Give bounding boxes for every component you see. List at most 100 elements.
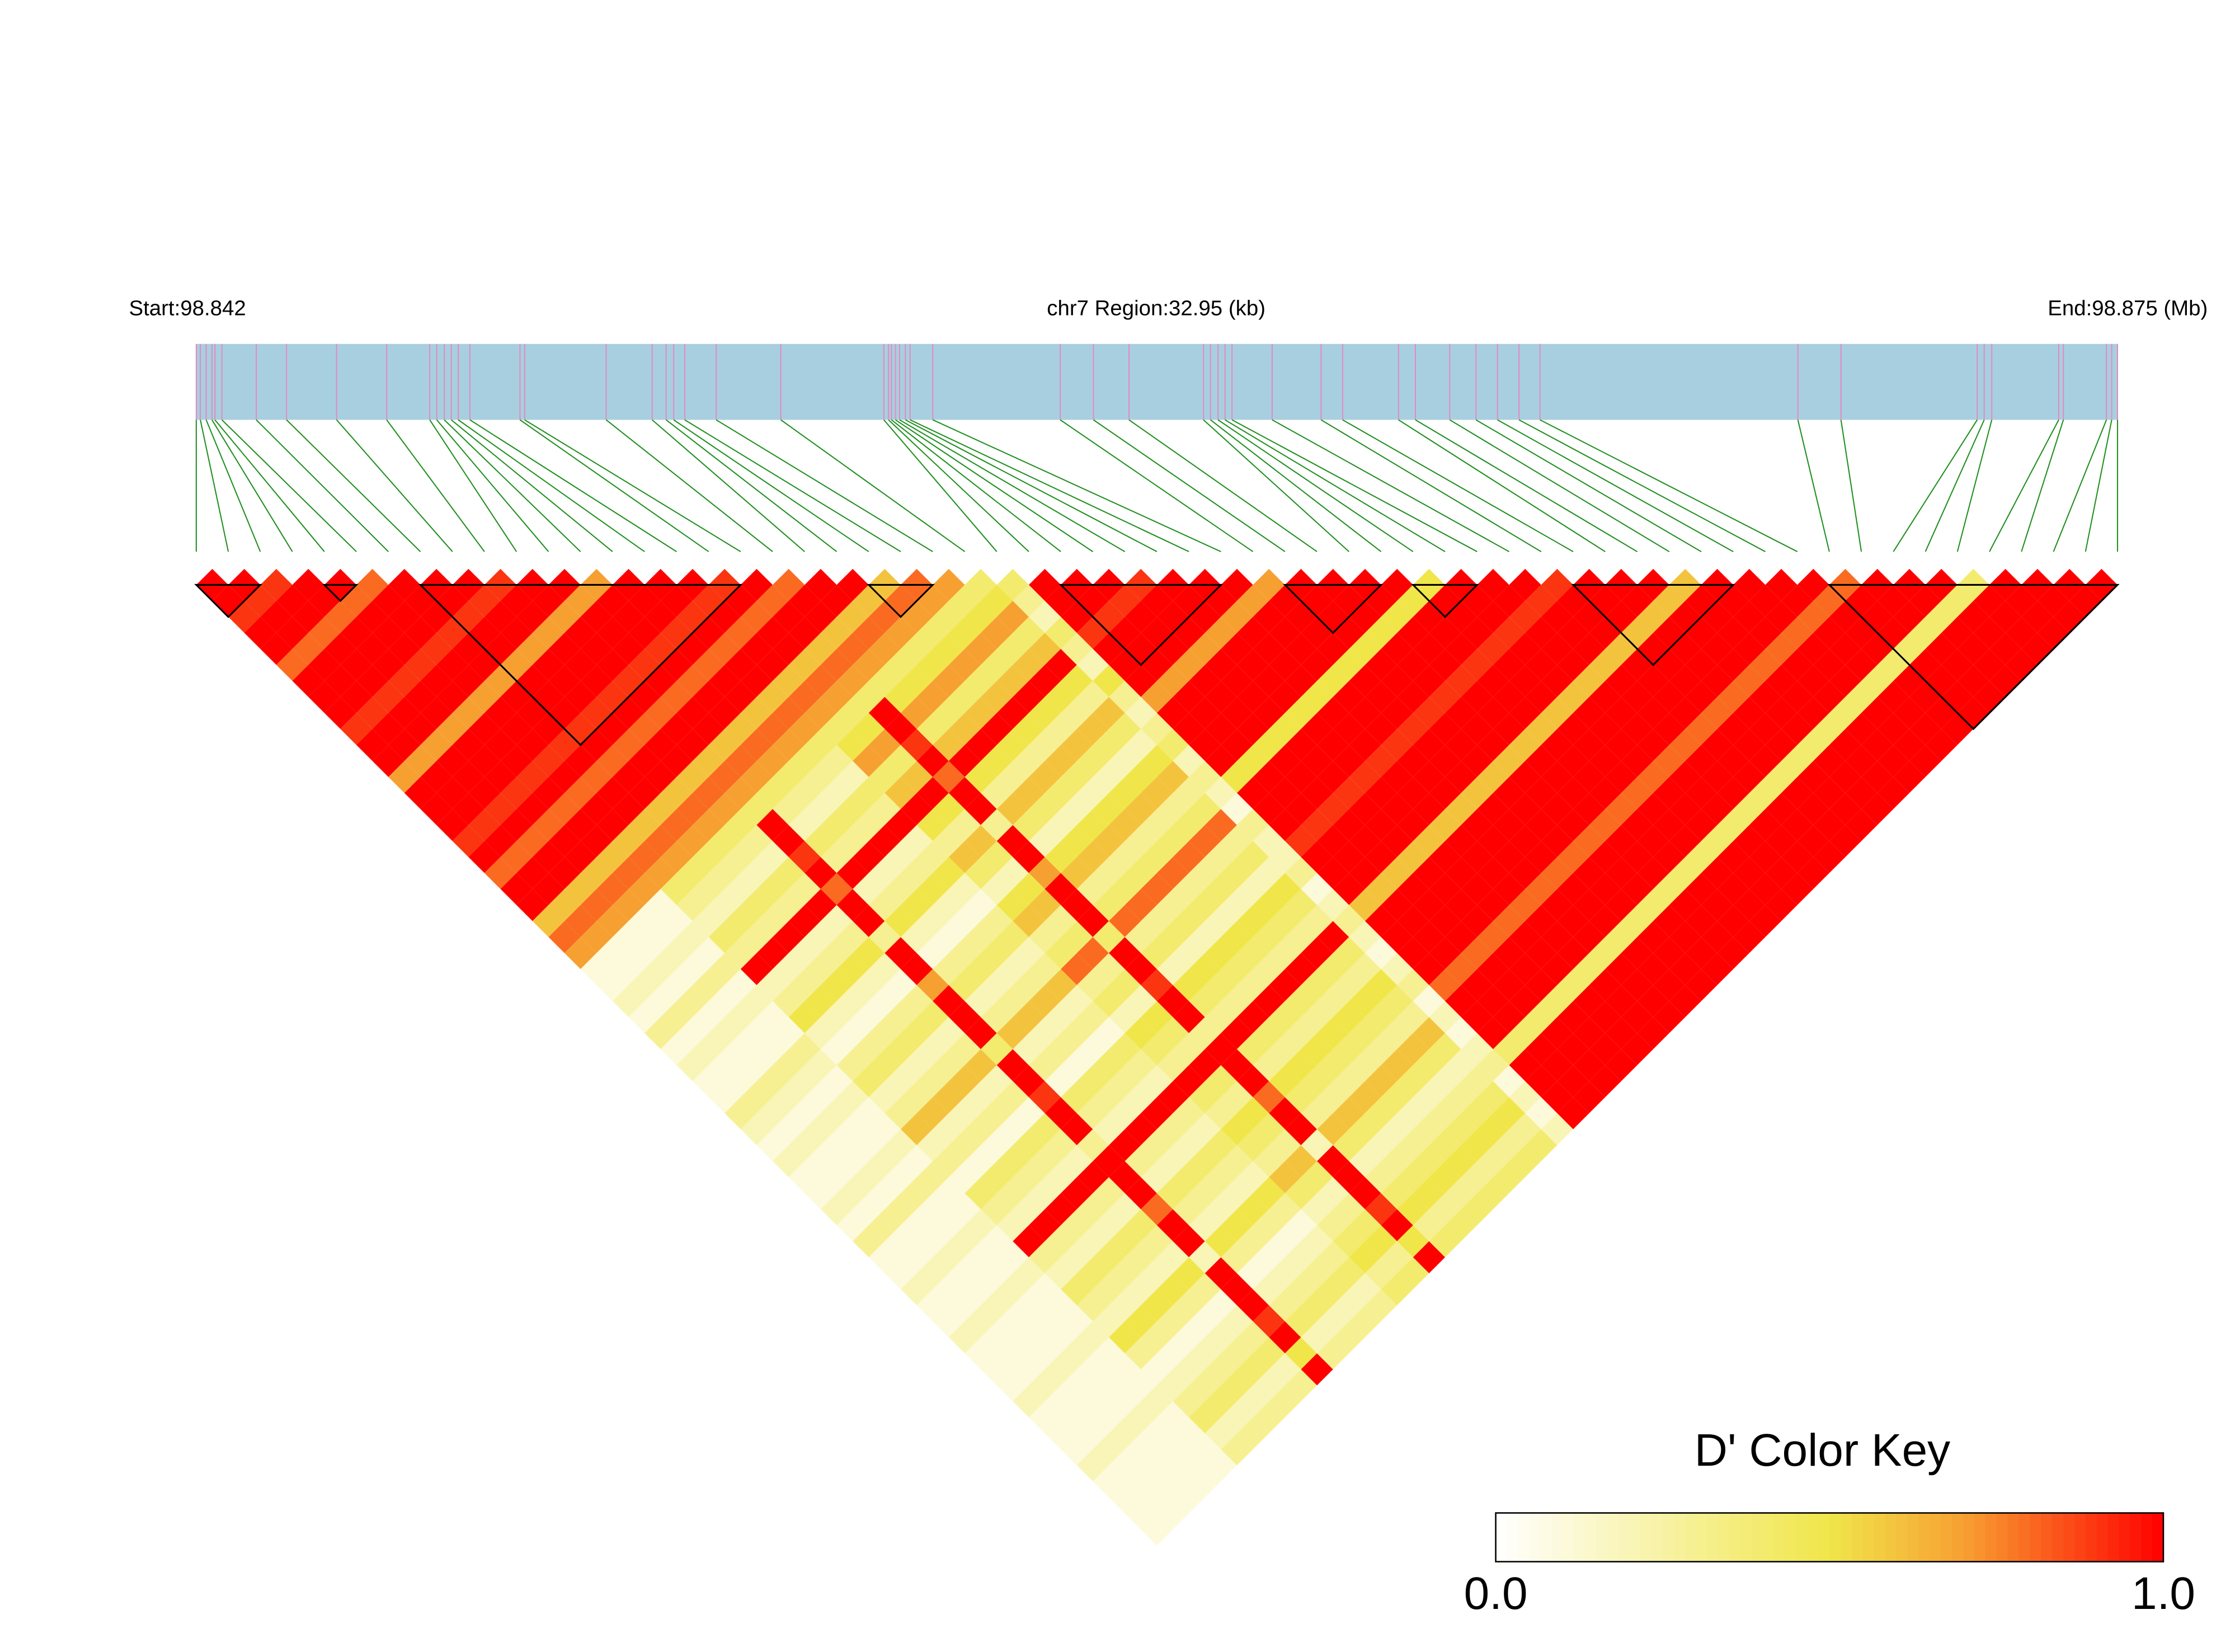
ld-cell xyxy=(1141,1385,1173,1418)
ld-cell xyxy=(773,1113,805,1146)
ld-cell xyxy=(1109,1481,1141,1514)
ld-cell xyxy=(1445,665,1478,697)
ld-cell xyxy=(1284,1305,1318,1338)
ld-cell xyxy=(1284,665,1318,697)
ld-cell xyxy=(1173,1097,1205,1129)
ld-cell xyxy=(1173,937,1205,969)
ld-cell xyxy=(1141,1449,1173,1482)
ld-cell xyxy=(1541,856,1573,889)
color-key-step xyxy=(1718,1513,1730,1562)
ld-cell xyxy=(1381,728,1413,761)
color-key-step xyxy=(2141,1513,2153,1562)
color-key-step xyxy=(1930,1513,1942,1562)
ld-cell xyxy=(1589,1065,1621,1098)
snp-connector xyxy=(336,419,453,552)
ld-cell xyxy=(1221,1241,1253,1274)
ld-cell xyxy=(612,825,645,857)
ld-cell xyxy=(1189,1049,1221,1081)
ld-cell xyxy=(1333,745,1365,777)
ld-block xyxy=(1411,583,1479,618)
snp-connector xyxy=(1093,419,1286,552)
ld-cell xyxy=(1093,793,1125,825)
ld-block xyxy=(1827,583,2120,731)
ld-cell xyxy=(933,728,965,761)
ld-cell xyxy=(1253,793,1285,825)
ld-cell xyxy=(452,728,484,761)
ld-cell xyxy=(468,841,501,873)
ld-cell xyxy=(516,793,549,825)
ld-cell xyxy=(1253,1017,1285,1049)
ld-cell xyxy=(1349,889,1381,921)
ld-cell xyxy=(1093,1337,1125,1369)
ld-cell xyxy=(1541,889,1573,921)
ld-cell xyxy=(356,601,389,633)
ld-cell xyxy=(420,728,453,761)
ld-cell xyxy=(1141,648,1173,681)
ld-cell xyxy=(1173,1033,1205,1065)
ld-cell xyxy=(836,1209,869,1241)
ld-cell xyxy=(1477,856,1509,889)
ld-cell xyxy=(1253,1177,1285,1209)
ld-cell xyxy=(1141,1225,1173,1258)
ld-cell xyxy=(1717,585,1749,617)
color-key-step xyxy=(1495,1513,1508,1562)
ld-cell xyxy=(1733,856,1766,889)
ld-cell xyxy=(1381,953,1413,985)
ld-cell xyxy=(1333,841,1365,873)
ld-cell xyxy=(1109,1097,1141,1129)
ld-cell xyxy=(1189,1177,1221,1209)
ld-cell xyxy=(1141,937,1173,969)
ld-cell xyxy=(1204,1001,1238,1033)
ld-cell xyxy=(788,1001,821,1033)
ld-cell xyxy=(1861,728,1894,761)
ld-cell xyxy=(1413,953,1446,985)
ld-cell xyxy=(1477,1113,1509,1146)
snp-connector xyxy=(458,419,645,552)
ld-cell xyxy=(1589,776,1621,809)
ld-cell xyxy=(1333,1321,1365,1354)
ld-cell xyxy=(1317,1049,1349,1081)
ld-cell xyxy=(820,776,853,809)
ld-cell xyxy=(1204,905,1238,938)
ld-cell xyxy=(996,1145,1029,1178)
ld-cell xyxy=(1381,1145,1413,1178)
ld-cell xyxy=(1204,776,1238,809)
ld-cell xyxy=(1253,696,1285,729)
ld-cell xyxy=(1589,1001,1621,1033)
ld-cell xyxy=(1093,728,1125,761)
ld-cell xyxy=(1109,1321,1141,1354)
ld-cell xyxy=(1509,793,1541,825)
snp-connector xyxy=(211,419,293,552)
ld-cell xyxy=(853,1033,885,1065)
ld-cell xyxy=(1717,648,1749,681)
ld-cell xyxy=(1076,1161,1109,1193)
ld-cell xyxy=(1349,1273,1381,1306)
ld-cell xyxy=(1028,1401,1061,1434)
ld-cell xyxy=(868,985,901,1018)
ld-cell xyxy=(1253,1049,1285,1081)
ld-cell xyxy=(1349,1177,1381,1209)
ld-cell xyxy=(580,793,613,825)
ld-cell xyxy=(1605,856,1638,889)
ld-cell xyxy=(964,889,997,921)
ld-cell xyxy=(1397,648,1429,681)
ld-cell xyxy=(1156,1241,1189,1274)
ld-cell xyxy=(1605,728,1638,761)
ld-cell xyxy=(548,889,581,921)
color-key-step xyxy=(1896,1513,1908,1562)
ld-cell xyxy=(1189,1305,1221,1338)
ld-cell xyxy=(1413,1177,1446,1209)
ld-cell xyxy=(820,1097,853,1129)
ld-cell xyxy=(1509,1113,1541,1146)
ld-cell xyxy=(1621,1033,1654,1065)
ld-cell xyxy=(1589,681,1621,713)
snp-connector xyxy=(1840,420,1862,552)
ld-cell xyxy=(628,937,661,969)
ld-cell xyxy=(1044,1225,1077,1258)
ld-cell xyxy=(1413,728,1446,761)
ld-cell xyxy=(1333,1001,1365,1033)
ld-cell xyxy=(820,1033,853,1065)
ld-cell xyxy=(1893,728,1926,761)
ld-cell xyxy=(1317,1305,1349,1338)
ld-cell xyxy=(1253,1113,1285,1146)
